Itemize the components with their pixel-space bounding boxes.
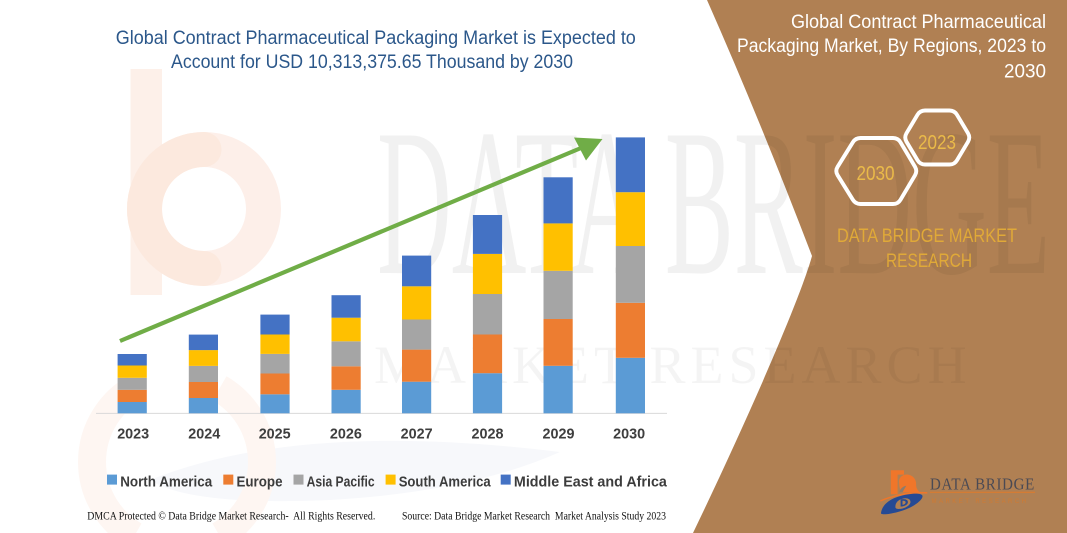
svg-text:2029: 2029 — [543, 426, 575, 443]
svg-text:DMCA Protected © Data Bridge M: DMCA Protected © Data Bridge Market Rese… — [87, 511, 375, 523]
svg-text:2025: 2025 — [259, 426, 291, 443]
svg-text:DATA BRIDGE MARKET: DATA BRIDGE MARKET — [837, 226, 1017, 247]
svg-text:DATA BRIDGE: DATA BRIDGE — [930, 475, 1035, 494]
svg-text:MARKET RESEARCH: MARKET RESEARCH — [374, 335, 972, 395]
svg-text:2026: 2026 — [330, 426, 362, 443]
svg-text:MARKET RESEARCH: MARKET RESEARCH — [932, 498, 1029, 505]
svg-text:2023: 2023 — [117, 426, 149, 443]
svg-text:Asia Pacific: Asia Pacific — [307, 475, 375, 491]
svg-text:Global Contract Pharmaceutical: Global Contract Pharmaceutical Packaging… — [116, 28, 636, 49]
svg-text:Account for USD 10,313,375.65: Account for USD 10,313,375.65 Thousand b… — [171, 52, 573, 73]
svg-text:Middle East and Africa: Middle East and Africa — [514, 475, 668, 491]
svg-text:2030: 2030 — [613, 426, 645, 443]
svg-text:North America: North America — [120, 475, 213, 491]
svg-text:Source: Data Bridge Market Res: Source: Data Bridge Market Research Mark… — [402, 511, 666, 523]
svg-text:Global Contract Pharmaceutical: Global Contract Pharmaceutical — [791, 12, 1046, 33]
svg-text:South America: South America — [399, 475, 492, 491]
svg-text:2030: 2030 — [1004, 62, 1046, 83]
svg-text:Packaging Market, By Regions,: Packaging Market, By Regions, 2023 to — [737, 36, 1046, 57]
svg-text:2030: 2030 — [857, 163, 895, 185]
svg-text:RESEARCH: RESEARCH — [886, 251, 972, 272]
svg-text:2024: 2024 — [188, 426, 221, 443]
svg-text:Europe: Europe — [237, 475, 283, 491]
svg-text:2023: 2023 — [918, 132, 956, 154]
svg-text:2027: 2027 — [401, 426, 433, 443]
svg-text:2028: 2028 — [472, 426, 504, 443]
